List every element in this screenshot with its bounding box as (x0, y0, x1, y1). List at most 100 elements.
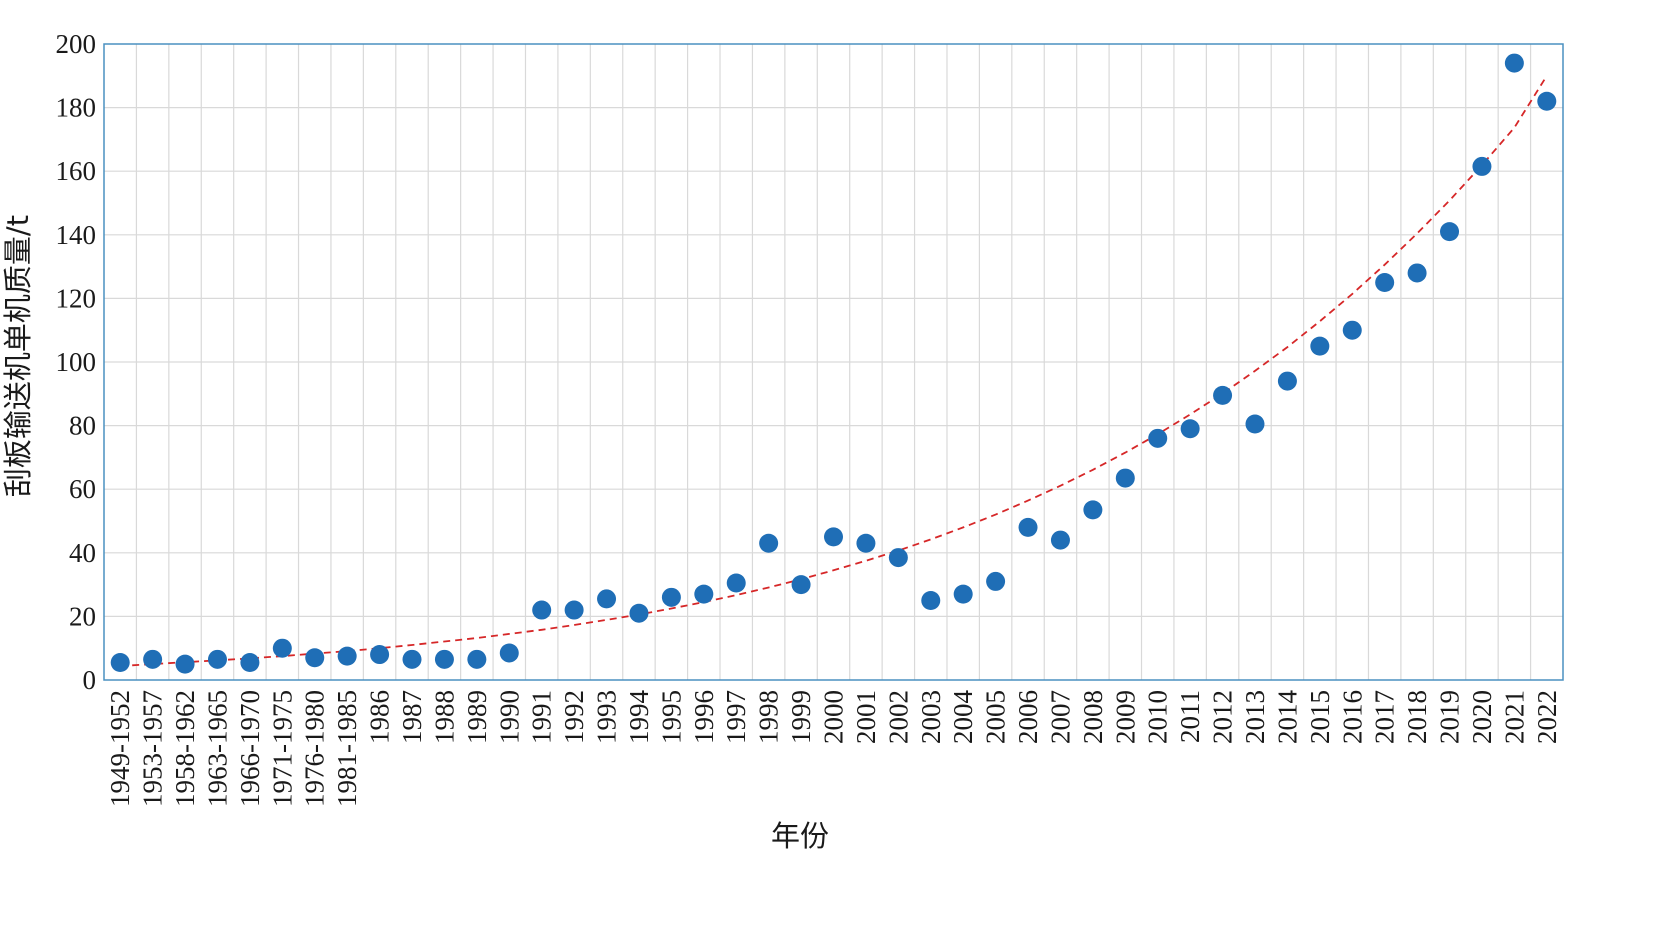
x-tick-label-36: 2014 (1272, 690, 1302, 745)
x-tick-label-9: 1987 (397, 690, 427, 744)
data-point-18 (694, 584, 714, 604)
data-point-12 (499, 643, 519, 663)
x-tick-label-38: 2016 (1337, 690, 1367, 744)
data-point-11 (467, 649, 487, 669)
x-tick-labels: 1949-1952 1953-1957 1958-1962 1963-1965 1966… (105, 690, 1562, 808)
x-tick-label-21: 1999 (786, 690, 816, 744)
trend-line (120, 75, 1548, 667)
data-point-42 (1472, 156, 1492, 176)
data-point-8 (370, 645, 390, 665)
data-point-23 (856, 533, 876, 553)
x-tick-label-0: 1949-1952 (105, 690, 135, 807)
data-points (110, 53, 1557, 674)
data-point-31 (1115, 468, 1135, 488)
y-tick-label-8: 160 (56, 156, 97, 186)
data-point-22 (824, 527, 843, 547)
data-point-0 (110, 653, 130, 673)
data-point-37 (1310, 336, 1330, 356)
y-axis-title: 刮板输送机单机质量/t (1, 215, 35, 497)
x-tick-label-23: 2001 (851, 690, 881, 744)
trend-line-path (120, 75, 1548, 667)
x-tick-label-44: 2022 (1532, 690, 1562, 744)
x-axis-title: 年份 (771, 819, 829, 853)
x-tick-label-16: 1994 (624, 690, 654, 745)
x-tick-label-19: 1997 (721, 690, 751, 744)
x-tick-label-4: 1966-1970 (235, 690, 265, 807)
x-tick-label-35: 2013 (1240, 690, 1270, 744)
data-point-1 (143, 649, 163, 669)
y-tick-label-10: 200 (56, 29, 97, 59)
x-tick-label-14: 1992 (559, 690, 589, 744)
x-tick-label-3: 1963-1965 (202, 690, 232, 807)
x-tick-label-5: 1971-1975 (267, 690, 297, 807)
data-point-26 (953, 584, 973, 604)
data-point-40 (1407, 263, 1427, 283)
x-tick-label-10: 1988 (429, 690, 459, 744)
x-tick-label-32: 2010 (1143, 690, 1173, 744)
data-point-2 (175, 654, 195, 674)
x-tick-label-15: 1993 (592, 690, 622, 744)
data-point-34 (1213, 385, 1233, 405)
y-tick-label-4: 80 (69, 411, 96, 441)
data-point-15 (597, 589, 617, 609)
data-point-24 (888, 548, 908, 568)
x-tick-label-13: 1991 (527, 690, 557, 744)
x-tick-label-41: 2019 (1435, 690, 1465, 744)
x-tick-label-8: 1986 (365, 690, 395, 744)
data-point-17 (661, 587, 681, 607)
y-tick-label-1: 20 (69, 601, 96, 631)
data-point-9 (402, 649, 422, 669)
x-tick-label-12: 1990 (494, 690, 524, 744)
data-point-28 (1018, 517, 1038, 537)
x-tick-label-24: 2002 (883, 690, 913, 744)
data-point-35 (1245, 414, 1265, 434)
y-tick-label-7: 140 (56, 220, 97, 250)
x-tick-label-34: 2012 (1208, 690, 1238, 744)
data-point-20 (759, 533, 779, 553)
y-tick-label-2: 40 (69, 538, 96, 568)
data-point-19 (726, 573, 746, 593)
x-tick-label-7: 1981-1985 (332, 690, 362, 807)
x-tick-label-22: 2000 (819, 690, 849, 744)
data-point-43 (1504, 53, 1524, 73)
x-tick-label-6: 1976-1980 (300, 690, 330, 807)
x-tick-label-39: 2017 (1370, 690, 1400, 744)
x-tick-label-42: 2020 (1467, 690, 1497, 744)
x-tick-label-26: 2004 (948, 690, 978, 745)
data-point-7 (337, 646, 357, 666)
x-tick-label-31: 2009 (1110, 690, 1140, 744)
data-point-41 (1440, 222, 1460, 242)
x-tick-label-43: 2021 (1499, 690, 1529, 744)
data-point-13 (532, 600, 552, 620)
x-tick-label-18: 1996 (689, 690, 719, 744)
data-point-44 (1537, 91, 1557, 111)
data-point-36 (1277, 371, 1297, 391)
x-tick-label-11: 1989 (462, 690, 492, 744)
data-point-39 (1375, 273, 1395, 292)
grid-lines (104, 44, 1563, 680)
data-point-33 (1180, 419, 1200, 439)
data-point-3 (207, 649, 227, 669)
data-point-25 (921, 591, 941, 610)
y-tick-labels: 0 20 40 60 80 100 120 140 160 180 200 (56, 29, 97, 695)
data-point-14 (564, 600, 584, 620)
x-tick-label-25: 2003 (916, 690, 946, 744)
y-tick-label-3: 60 (69, 474, 96, 504)
data-point-30 (1083, 500, 1103, 520)
data-point-38 (1342, 320, 1362, 340)
x-tick-label-27: 2005 (981, 690, 1011, 744)
x-tick-label-2: 1958-1962 (170, 690, 200, 807)
data-point-4 (240, 653, 260, 673)
x-tick-label-37: 2015 (1305, 690, 1335, 744)
x-tick-label-40: 2018 (1402, 690, 1432, 744)
data-point-5 (272, 638, 292, 658)
y-tick-label-9: 180 (56, 93, 97, 123)
data-point-16 (629, 603, 649, 623)
data-point-27 (986, 571, 1006, 591)
data-point-32 (1148, 428, 1168, 448)
data-point-6 (305, 648, 325, 668)
x-tick-label-1: 1953-1957 (138, 690, 168, 807)
data-point-29 (1050, 530, 1070, 550)
y-tick-label-6: 120 (56, 283, 97, 313)
